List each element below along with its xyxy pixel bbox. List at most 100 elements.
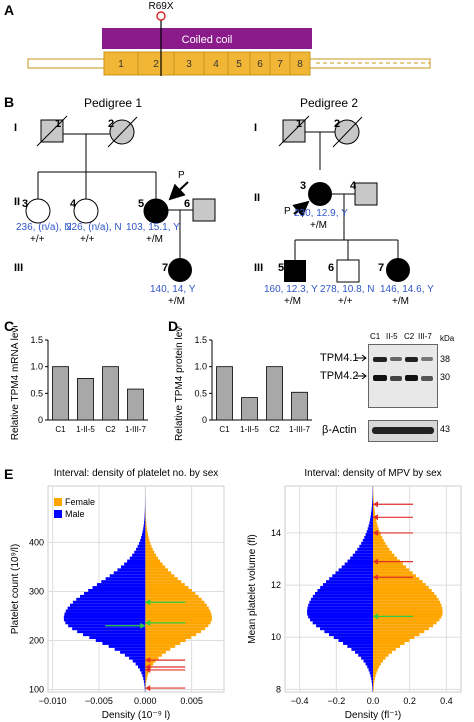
male-bar (67, 606, 146, 610)
y-tick-label: 300 (29, 586, 44, 596)
gen-i-p2: I (254, 122, 258, 134)
female-bar (145, 538, 150, 542)
y-axis-label: Relative TPM4 mRNA level (10, 326, 21, 440)
female-bar (145, 550, 155, 554)
exon-label-3: 3 (186, 59, 192, 70)
male-bar (324, 630, 373, 634)
p2-iii6-male (336, 259, 360, 283)
female-bar (145, 533, 148, 537)
female-bar (373, 594, 437, 598)
y-tick-label: 0 (202, 415, 207, 425)
female-bar (145, 671, 149, 675)
female-bar (145, 547, 153, 551)
bar-C1 (52, 366, 69, 421)
male-bar (308, 603, 373, 607)
p2-iii5-affected (284, 260, 306, 282)
female-bar (373, 544, 388, 548)
chart-title: Interval: density of platelet no. by sex (54, 468, 219, 479)
female-bar (373, 586, 429, 589)
male-bar (89, 636, 146, 640)
male-bar (335, 571, 373, 575)
chart-title: Interval: density of MPV by sex (304, 468, 441, 479)
x-tick-label: −0.4 (291, 696, 309, 706)
panel-e-letter: E (4, 466, 14, 482)
p2-proband: P (284, 206, 291, 217)
p1-ii3-vals: 236, (n/a), N (16, 222, 72, 233)
female-bar (373, 674, 376, 678)
p2-iii7-geno: +/M (392, 296, 409, 307)
p1-ii3-num: 3 (22, 198, 29, 210)
male-bar (364, 536, 373, 539)
male-bar (329, 577, 373, 581)
female-bar (373, 633, 420, 637)
p2-ii3-affected (308, 182, 332, 206)
lane-iii7: III-7 (418, 332, 432, 341)
bar-1-II-5 (241, 397, 258, 421)
male-bar (65, 609, 146, 613)
female-bar (373, 553, 395, 557)
female-bar (373, 527, 379, 531)
male-bar (368, 524, 373, 528)
p1-ii3-female (25, 198, 51, 224)
male-bar (365, 533, 373, 537)
female-bar (373, 580, 423, 584)
legend-male-label: Male (65, 509, 85, 519)
male-bar (316, 624, 373, 628)
legend-female-swatch (54, 498, 62, 506)
female-bar (373, 565, 407, 569)
legend-male-swatch (54, 510, 62, 518)
gen-iii: III (14, 262, 24, 274)
p2-iii7-affected (386, 258, 410, 282)
female-bar (373, 568, 410, 572)
male-bar (70, 603, 146, 607)
female-bar (145, 662, 154, 666)
male-bar (326, 580, 373, 584)
female-bar (373, 639, 410, 642)
y-tick-label: 8 (276, 684, 281, 694)
female-bar (145, 568, 169, 572)
y-tick-label: 1.5 (30, 335, 43, 345)
y-axis-label: Relative TPM4 protein level (174, 326, 185, 441)
gen-ii-p2: II (254, 192, 261, 204)
chart-e-mpv-density: Interval: density of MPV by sex 8 10 12 14 −0… (247, 468, 462, 721)
x-tick-label: −0.005 (85, 696, 113, 706)
male-bar (333, 636, 373, 640)
female-bar (145, 647, 171, 651)
male-bar (144, 683, 146, 687)
male-bar (363, 659, 373, 663)
x-tick-label: 1-III-7 (289, 425, 310, 434)
male-bar (79, 594, 146, 598)
y-tick-label: 400 (29, 537, 44, 547)
male-bar (139, 668, 146, 672)
male-bar (372, 686, 373, 690)
y-tick-label: 0.5 (194, 388, 207, 398)
p2-iii6-vals: 278, 10.8, N (320, 284, 375, 295)
female-bar (373, 641, 405, 645)
p1-ii5-geno: +/M (146, 234, 163, 245)
female-bar (145, 677, 147, 681)
patient-arrowhead (145, 599, 151, 606)
female-bar (373, 662, 381, 666)
lane-ii5: II-5 (386, 332, 398, 341)
bar-1-III-7 (291, 391, 308, 421)
male-bar (138, 665, 146, 669)
female-bar (373, 612, 443, 616)
female-bar (145, 624, 209, 628)
chart-d-protein: 0 0.5 1.0 1.5 C1 1-II-5 C2 1-III-7 Relative TPM4… (174, 326, 312, 441)
p2-ii3-vals: 230, 12.9, Y (294, 208, 348, 219)
pedigree1-title: Pedigree 1 (84, 96, 143, 110)
p1-ii5-num: 5 (138, 198, 145, 210)
male-bar (124, 653, 146, 657)
y-axis-label: Platelet count (10⁹/l) (10, 544, 21, 634)
pedigrees (25, 115, 410, 283)
male-bar (310, 618, 373, 622)
male-bar (359, 544, 373, 548)
male-bar (361, 541, 373, 545)
male-bar (310, 597, 373, 601)
mutation-marker (156, 11, 166, 21)
female-bar (373, 621, 437, 625)
female-bar (373, 668, 378, 672)
band-tpm41: TPM4.1 (320, 352, 359, 364)
female-bar (373, 506, 375, 510)
female-bar (145, 562, 163, 566)
